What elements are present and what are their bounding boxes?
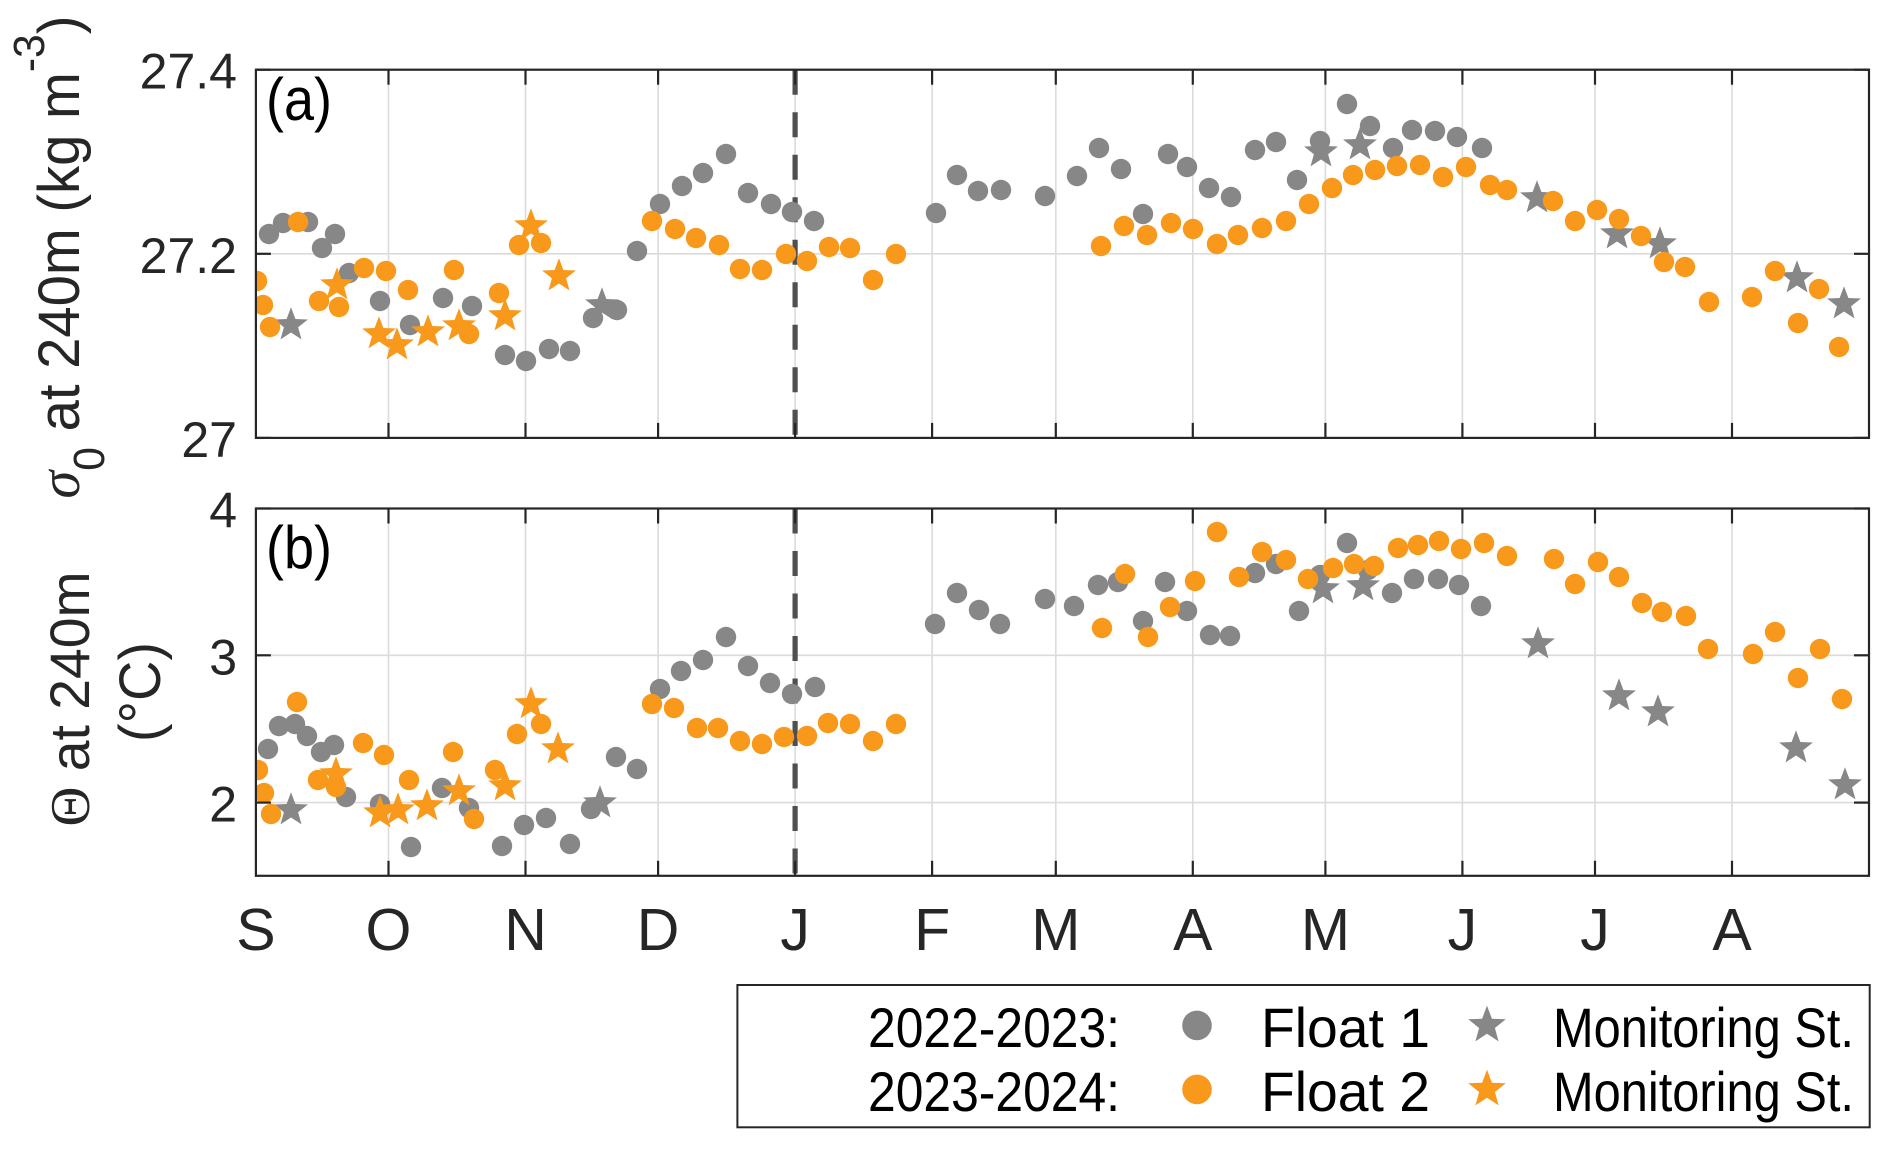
svg-text:O: O — [366, 897, 412, 963]
svg-text:M: M — [1301, 897, 1350, 963]
svg-text:J: J — [1580, 897, 1610, 963]
svg-text:27.4: 27.4 — [140, 44, 237, 100]
svg-text:(a): (a) — [266, 66, 332, 133]
svg-text:Float 1: Float 1 — [1261, 996, 1430, 1059]
svg-text:D: D — [637, 897, 680, 963]
svg-text:A: A — [1712, 897, 1752, 963]
svg-text:3: 3 — [209, 629, 237, 685]
svg-text:N: N — [504, 897, 547, 963]
svg-text:2022-2023:: 2022-2023: — [868, 996, 1120, 1059]
svg-text:Monitoring St.: Monitoring St. — [1553, 1060, 1854, 1123]
svg-text:27: 27 — [181, 412, 237, 468]
svg-text:2023-2024:: 2023-2024: — [868, 1060, 1120, 1123]
svg-text:J: J — [780, 897, 810, 963]
svg-text:S: S — [236, 897, 275, 963]
svg-text:Float 2: Float 2 — [1261, 1060, 1430, 1123]
svg-text:(b): (b) — [266, 514, 332, 581]
svg-text:27.2: 27.2 — [140, 228, 237, 284]
svg-text:M: M — [1031, 897, 1080, 963]
svg-text:Monitoring St.: Monitoring St. — [1553, 996, 1854, 1059]
svg-text:2: 2 — [209, 777, 237, 833]
svg-text:Θ at 240m: Θ at 240m — [38, 572, 102, 827]
svg-text:σ0 at 240m (kg m-3): σ0 at 240m (kg m-3) — [5, 15, 114, 498]
svg-text:(°C): (°C) — [108, 642, 173, 742]
svg-text:J: J — [1448, 897, 1478, 963]
svg-text:A: A — [1173, 897, 1213, 963]
svg-text:4: 4 — [209, 483, 237, 539]
svg-text:F: F — [914, 897, 950, 963]
